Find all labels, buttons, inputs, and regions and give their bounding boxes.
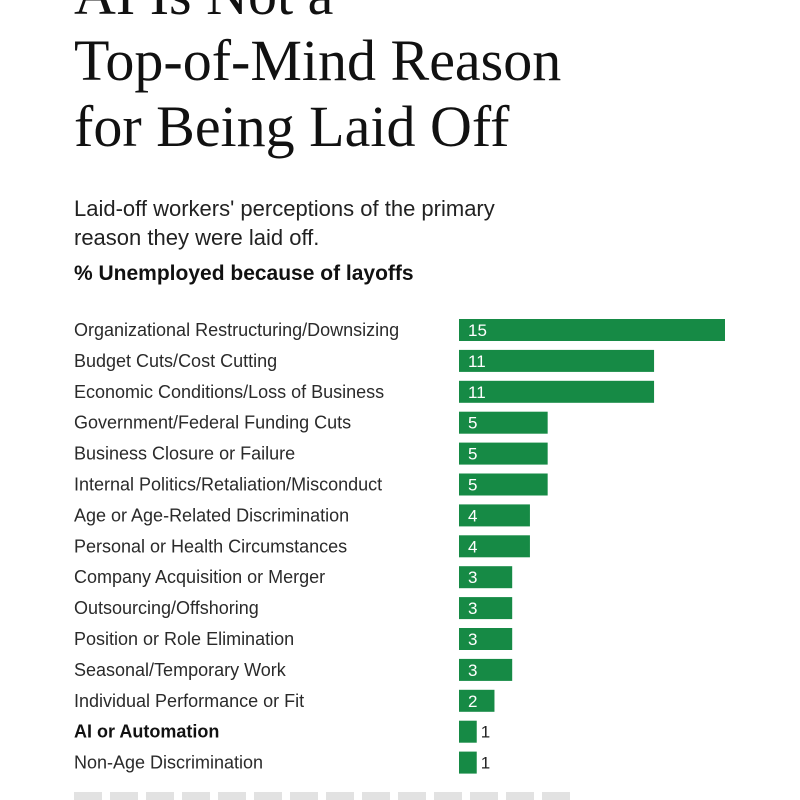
value-label-individual-performance-or-fit: 2 xyxy=(468,692,477,711)
value-label-budget-cuts-cost-cutting: 11 xyxy=(468,352,486,371)
source-note-cutoff xyxy=(74,792,574,800)
category-label-ai-or-automation: AI or Automation xyxy=(74,722,219,742)
value-label-ai-or-automation: 1 xyxy=(481,723,490,742)
value-label-personal-or-health-circumstances: 4 xyxy=(468,537,477,556)
title-line-3: for Being Laid Off xyxy=(74,94,510,159)
value-label-age-or-age-related-discrimination: 4 xyxy=(468,506,477,525)
bar-non-age-discrimination xyxy=(459,751,477,774)
category-label-seasonal-temporary-work: Seasonal/Temporary Work xyxy=(74,660,287,680)
category-label-outsourcing-offshoring: Outsourcing/Offshoring xyxy=(74,598,259,618)
chart-title: AI Is Not a Top-of-Mind Reason for Being… xyxy=(74,0,774,160)
category-label-internal-politics-retaliation-misconduct: Internal Politics/Retaliation/Misconduct xyxy=(74,475,382,495)
bar-ai-or-automation xyxy=(459,720,477,743)
measure-label: % Unemployed because of layoffs xyxy=(74,262,414,285)
bar-personal-or-health-circumstances xyxy=(459,535,530,558)
value-label-company-acquisition-or-merger: 3 xyxy=(468,568,477,587)
bar-outsourcing-offshoring xyxy=(459,597,513,620)
bar-seasonal-temporary-work xyxy=(459,658,513,681)
bar-government-federal-funding-cuts xyxy=(459,411,548,434)
category-label-business-closure-or-failure: Business Closure or Failure xyxy=(74,444,295,464)
category-label-personal-or-health-circumstances: Personal or Health Circumstances xyxy=(74,536,347,556)
bar-economic-conditions-loss-of-business xyxy=(459,380,655,403)
value-label-economic-conditions-loss-of-business: 11 xyxy=(468,383,486,402)
value-label-position-or-role-elimination: 3 xyxy=(468,630,477,649)
title-line-1: AI Is Not a xyxy=(74,0,774,28)
bar-organizational-restructuring-downsizing xyxy=(459,319,725,341)
value-label-government-federal-funding-cuts: 5 xyxy=(468,414,477,433)
category-label-budget-cuts-cost-cutting: Budget Cuts/Cost Cutting xyxy=(74,351,277,371)
category-label-position-or-role-elimination: Position or Role Elimination xyxy=(74,629,294,649)
category-label-organizational-restructuring-downsizing: Organizational Restructuring/Downsizing xyxy=(74,320,399,340)
category-label-individual-performance-or-fit: Individual Performance or Fit xyxy=(74,691,304,711)
category-label-government-federal-funding-cuts: Government/Federal Funding Cuts xyxy=(74,413,351,433)
bar-chart: Organizational Restructuring/Downsizing 1… xyxy=(74,319,725,774)
bar-individual-performance-or-fit xyxy=(459,689,495,712)
value-label-business-closure-or-failure: 5 xyxy=(468,445,477,464)
title-line-2: Top-of-Mind Reason xyxy=(74,28,562,93)
bar-company-acquisition-or-merger xyxy=(459,566,513,589)
subtitle-line-1: Laid-off workers' perceptions of the pri… xyxy=(74,196,495,221)
category-label-company-acquisition-or-merger: Company Acquisition or Merger xyxy=(74,567,325,587)
value-label-seasonal-temporary-work: 3 xyxy=(468,661,477,680)
bar-age-or-age-related-discrimination xyxy=(459,504,530,527)
chart-subtitle: Laid-off workers' perceptions of the pri… xyxy=(74,194,674,252)
category-label-economic-conditions-loss-of-business: Economic Conditions/Loss of Business xyxy=(74,382,384,402)
value-label-outsourcing-offshoring: 3 xyxy=(468,599,477,618)
value-label-non-age-discrimination: 1 xyxy=(481,754,490,773)
bar-internal-politics-retaliation-misconduct xyxy=(459,473,548,496)
value-label-internal-politics-retaliation-misconduct: 5 xyxy=(468,476,477,495)
bar-position-or-role-elimination xyxy=(459,628,513,650)
bar-budget-cuts-cost-cutting xyxy=(459,349,655,372)
value-label-organizational-restructuring-downsizing: 15 xyxy=(468,321,487,340)
subtitle-line-2: reason they were laid off. xyxy=(74,225,320,250)
bar-business-closure-or-failure xyxy=(459,442,548,465)
category-label-age-or-age-related-discrimination: Age or Age-Related Discrimination xyxy=(74,505,349,525)
category-label-non-age-discrimination: Non-Age Discrimination xyxy=(74,753,263,773)
